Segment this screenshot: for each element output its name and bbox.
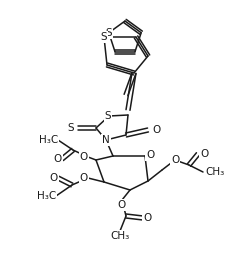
Text: O: O — [54, 154, 62, 164]
Text: O: O — [146, 150, 154, 160]
Text: O: O — [80, 152, 88, 162]
Text: CH₃: CH₃ — [205, 167, 224, 177]
Text: O: O — [143, 213, 151, 223]
Text: CH₃: CH₃ — [110, 231, 130, 241]
Text: O: O — [80, 173, 88, 183]
Text: S: S — [101, 32, 107, 42]
Text: S: S — [105, 111, 111, 121]
Text: N: N — [102, 135, 110, 145]
Text: O: O — [171, 155, 179, 165]
Text: S: S — [106, 28, 112, 38]
Text: O: O — [118, 200, 126, 210]
Text: O: O — [200, 149, 208, 159]
Text: H₃C: H₃C — [37, 191, 56, 201]
Text: S: S — [67, 123, 74, 133]
Text: O: O — [50, 173, 58, 183]
Text: H₃C: H₃C — [39, 135, 58, 145]
Text: O: O — [152, 125, 160, 135]
